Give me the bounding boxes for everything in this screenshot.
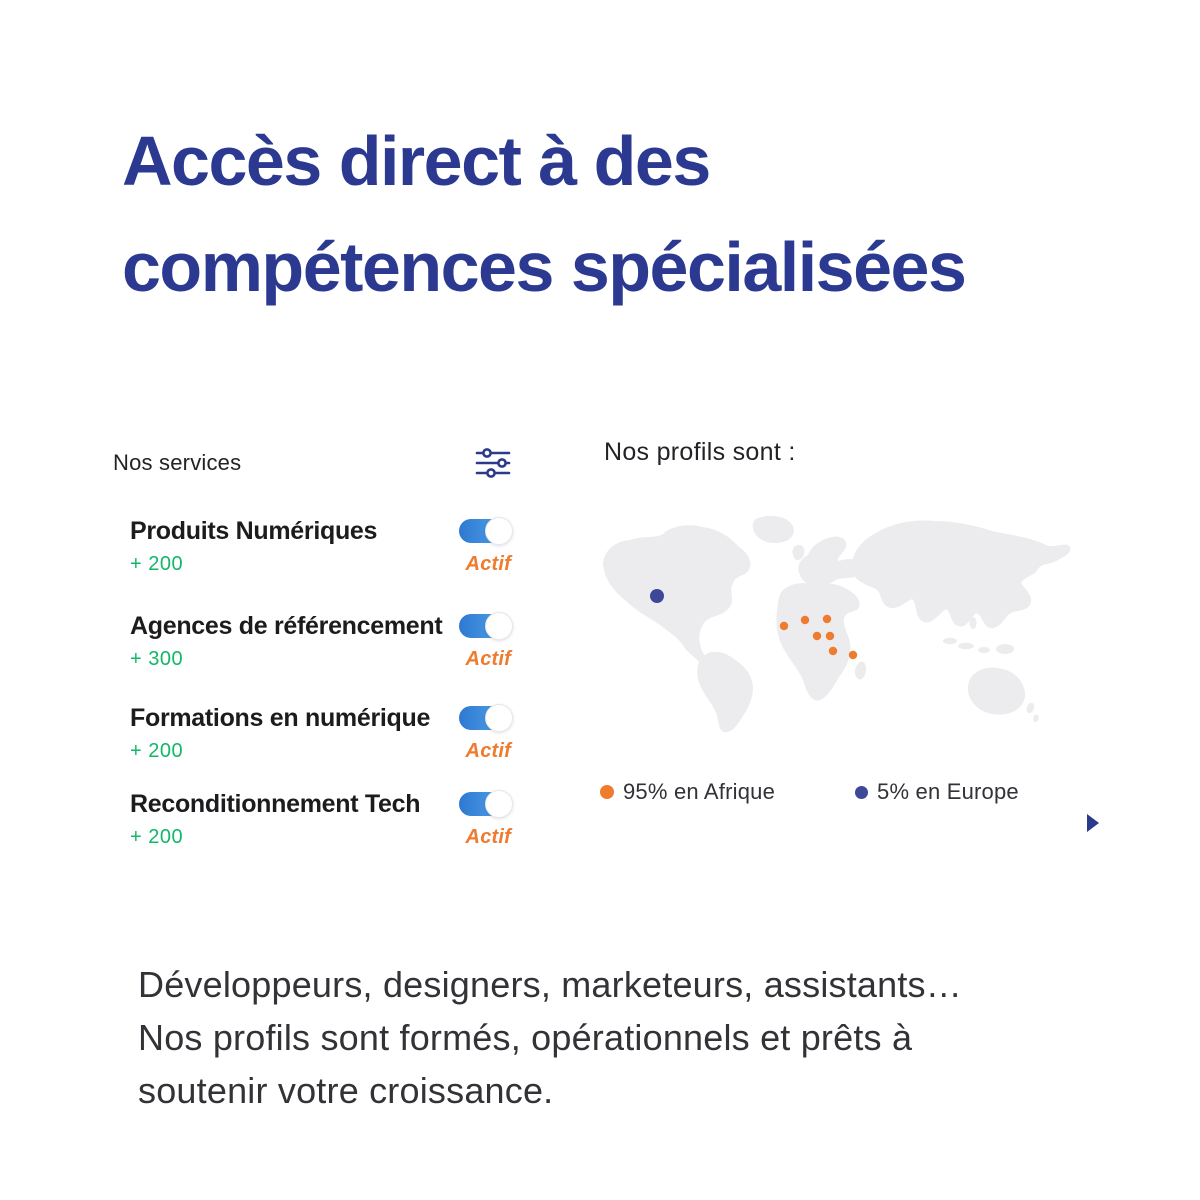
- page-title-line2: compétences spécialisées: [122, 228, 967, 306]
- service-name: Agences de référencement: [130, 612, 443, 640]
- service-count: + 200: [130, 826, 184, 848]
- toggle-agences-referencement[interactable]: [459, 612, 513, 640]
- toggle-produits-numeriques[interactable]: [459, 517, 513, 545]
- service-status: Actif: [465, 553, 511, 575]
- toggle-knob: [485, 704, 513, 732]
- service-controls: Actif: [453, 704, 513, 763]
- service-status: Actif: [465, 648, 511, 670]
- service-info: Produits Numériques + 200: [130, 516, 377, 576]
- legend-label: 5% en Europe: [877, 779, 1019, 804]
- service-info: Reconditionnement Tech + 200: [130, 789, 420, 849]
- service-status: Actif: [465, 740, 511, 762]
- service-row: Reconditionnement Tech + 200 Actif: [130, 789, 513, 849]
- next-arrow-icon[interactable]: [1086, 813, 1100, 833]
- description-line: Nos profils sont formés, opérationnels e…: [138, 1017, 913, 1058]
- profiles-title: Nos profils sont :: [604, 438, 796, 466]
- service-count: + 200: [130, 740, 184, 762]
- description-paragraph: Développeurs, designers, marketeurs, ass…: [138, 958, 1128, 1117]
- service-count: + 200: [130, 553, 184, 575]
- map-legend: 95% en Afrique 5% en Europe: [600, 779, 1080, 805]
- page-title: Accès direct à des compétences spécialis…: [122, 108, 1102, 320]
- service-controls: Actif: [453, 612, 513, 671]
- toggle-reconditionnement-tech[interactable]: [459, 790, 513, 818]
- filter-sliders-icon[interactable]: [475, 447, 511, 479]
- world-map: [603, 515, 1071, 733]
- service-row: Formations en numérique + 200 Actif: [130, 703, 513, 763]
- service-count: + 300: [130, 648, 184, 670]
- service-controls: Actif: [453, 790, 513, 849]
- services-header: Nos services: [113, 446, 511, 480]
- services-title: Nos services: [113, 450, 242, 475]
- page-title-line1: Accès direct à des: [122, 122, 711, 200]
- description-line: Développeurs, designers, marketeurs, ass…: [138, 964, 962, 1005]
- world-map-continents: [603, 515, 1071, 733]
- legend-label: 95% en Afrique: [623, 779, 776, 804]
- service-name: Produits Numériques: [130, 517, 378, 545]
- service-status: Actif: [465, 826, 511, 848]
- legend-item-afrique: 95% en Afrique: [600, 779, 775, 805]
- service-name: Reconditionnement Tech: [130, 790, 421, 818]
- toggle-knob: [485, 790, 513, 818]
- service-row: Agences de référencement + 300 Actif: [130, 611, 513, 671]
- toggle-formations-numerique[interactable]: [459, 704, 513, 732]
- toggle-knob: [485, 612, 513, 640]
- service-row: Produits Numériques + 200 Actif: [130, 516, 513, 576]
- description-line: soutenir votre croissance.: [138, 1070, 554, 1111]
- orange-dot-icon: [600, 785, 614, 799]
- legend-item-europe: 5% en Europe: [855, 779, 1019, 805]
- toggle-knob: [485, 517, 513, 545]
- map-distribution-dots: [650, 589, 858, 660]
- service-controls: Actif: [453, 517, 513, 576]
- indigo-dot-icon: [855, 785, 869, 799]
- service-name: Formations en numérique: [130, 704, 431, 732]
- service-info: Agences de référencement + 300: [130, 611, 443, 671]
- service-info: Formations en numérique + 200: [130, 703, 430, 763]
